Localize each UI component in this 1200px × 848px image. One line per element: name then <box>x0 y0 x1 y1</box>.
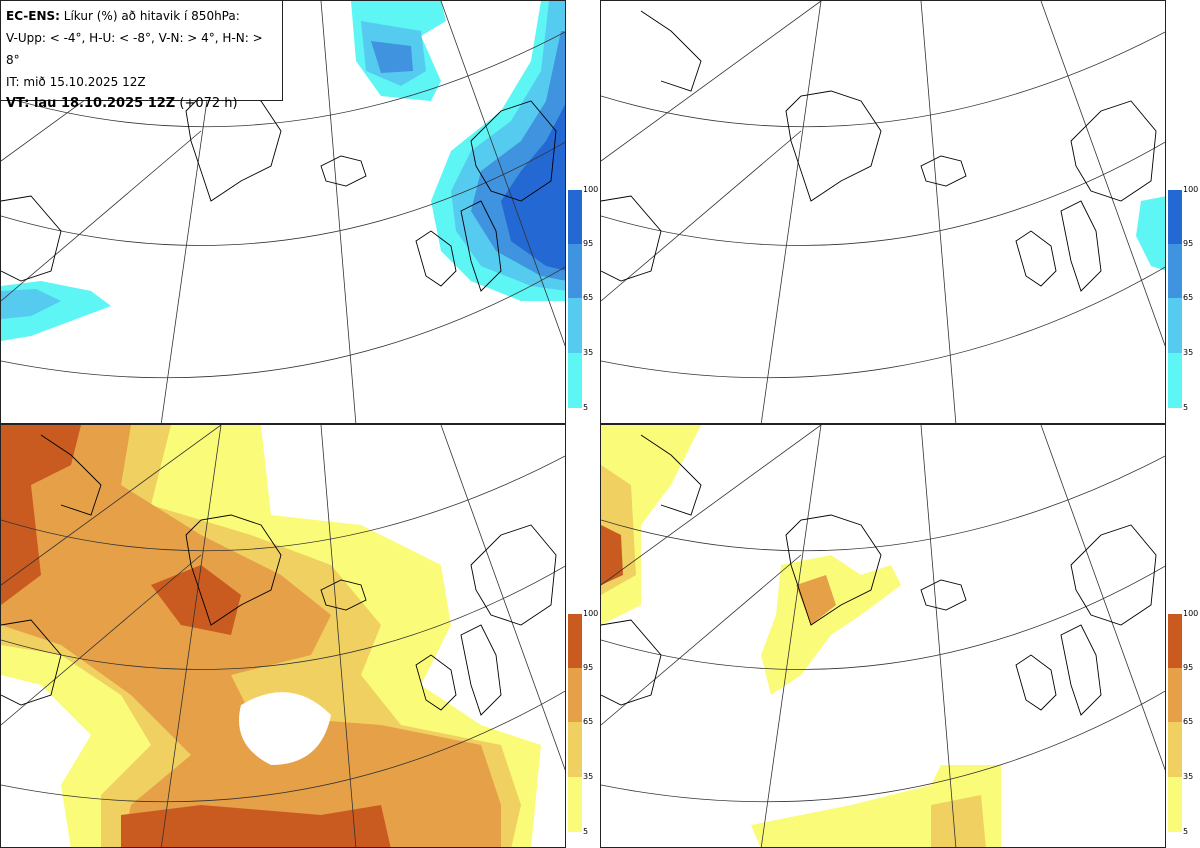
map-panel-upper-right <box>600 0 1166 424</box>
lead-time: (+072 h) <box>179 96 238 111</box>
map-upper-left <box>1 1 565 423</box>
colorbar-cold-upper-left: 100 95 65 35 5 <box>568 186 602 412</box>
map-panel-upper-left: EC-ENS: Líkur (%) að hitavik í 850hPa: V… <box>0 0 566 424</box>
colorbar-tick-100: 100 <box>583 609 599 618</box>
colorbar-tick-95: 95 <box>583 663 594 672</box>
colorbar-tick-5: 5 <box>583 827 589 836</box>
init-time: IT: mið 15.10.2025 12Z <box>6 75 146 89</box>
colorbar-cold-upper-right: 100 95 65 35 5 <box>1168 186 1200 412</box>
colorbar-tick-95: 95 <box>1183 239 1194 248</box>
info-title-line: EC-ENS: Líkur (%) að hitavik í 850hPa: <box>6 5 277 27</box>
colorbar-tick-100: 100 <box>1183 609 1199 618</box>
colorbar-tick-100: 100 <box>583 185 599 194</box>
valid-time: VT: lau 18.10.2025 12Z <box>6 96 176 111</box>
colorbar-tick-65: 65 <box>1183 717 1194 726</box>
map-lower-left <box>1 425 565 847</box>
colorbar-tick-35: 35 <box>583 348 594 357</box>
map-panel-lower-left <box>0 424 566 848</box>
colorbar-tick-5: 5 <box>1183 403 1189 412</box>
colorbar-tick-5: 5 <box>583 403 589 412</box>
colorbar-tick-65: 65 <box>583 293 594 302</box>
valid-time-line: VT: lau 18.10.2025 12Z (+072 h) <box>6 93 277 115</box>
model-name: EC-ENS: <box>6 9 60 23</box>
colorbar-tick-100: 100 <box>1183 185 1199 194</box>
thresholds-text: V-Upp: < -4°, H-U: < -8°, V-N: > 4°, H-N… <box>6 31 263 67</box>
colorbar-tick-95: 95 <box>583 239 594 248</box>
colorbar-tick-65: 65 <box>583 717 594 726</box>
map-upper-right <box>601 1 1165 423</box>
map-lower-right <box>601 425 1165 847</box>
product-title: Líkur (%) að hitavik í 850hPa: <box>63 9 240 23</box>
colorbar-warm-lower-left: 100 95 65 35 5 <box>568 610 602 836</box>
map-panel-lower-right <box>600 424 1166 848</box>
colorbar-warm-lower-right: 100 95 65 35 5 <box>1168 610 1200 836</box>
colorbar-tick-35: 35 <box>1183 772 1194 781</box>
colorbar-tick-35: 35 <box>1183 348 1194 357</box>
colorbar-tick-35: 35 <box>583 772 594 781</box>
colorbar-tick-65: 65 <box>1183 293 1194 302</box>
map-info-box: EC-ENS: Líkur (%) að hitavik í 850hPa: V… <box>1 1 283 111</box>
colorbar-tick-5: 5 <box>1183 827 1189 836</box>
colorbar-tick-95: 95 <box>1183 663 1194 672</box>
